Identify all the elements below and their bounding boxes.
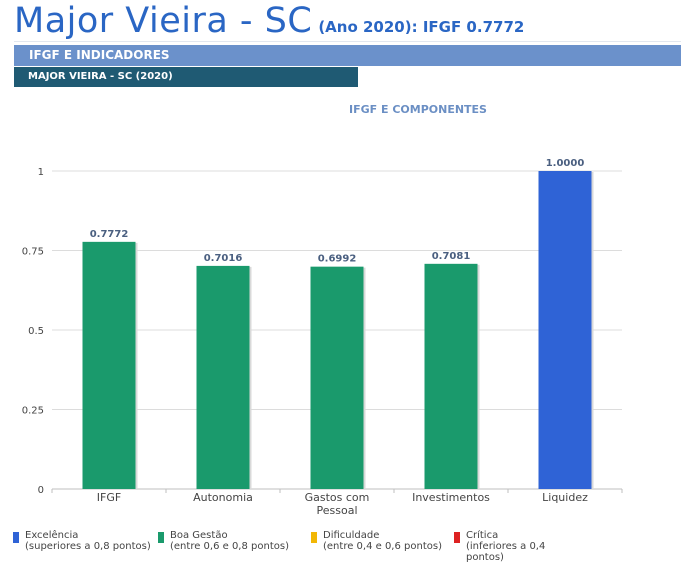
- legend-description: (superiores a 0,8 pontos): [25, 541, 151, 552]
- x-category-label: IFGF: [97, 491, 121, 504]
- x-category-label: Gastos com: [305, 491, 370, 504]
- y-tick-label: 0.75: [22, 247, 44, 258]
- y-tick-label: 1: [38, 167, 44, 178]
- legend-text: Crítica (inferiores a 0,4 pontos): [466, 530, 545, 563]
- legend-text: Dificuldade (entre 0,4 e 0,6 pontos): [323, 530, 442, 552]
- legend-swatch: [311, 532, 317, 543]
- legend-swatch: [454, 532, 460, 543]
- x-category-label: Liquidez: [542, 491, 588, 504]
- chart-legend: Excelência (superiores a 0,8 pontos) Boa G…: [13, 530, 673, 570]
- legend-label: Boa Gestão: [170, 530, 228, 541]
- chart-title: IFGF E COMPONENTES: [349, 103, 487, 116]
- bar-value-label: 0.7016: [204, 253, 243, 264]
- bar-value-label: 0.6992: [318, 254, 357, 265]
- section-header: IFGF E INDICADORES: [14, 45, 681, 66]
- page-title: Major Vieira - SC (Ano 2020): IFGF 0.7772: [14, 1, 524, 41]
- x-category-label: Investimentos: [412, 491, 490, 504]
- legend-label: Dificuldade: [323, 530, 380, 541]
- x-category-label: Pessoal: [317, 504, 358, 517]
- y-tick-label: 0.25: [22, 406, 44, 417]
- legend-text: Boa Gestão (entre 0,6 e 0,8 pontos): [170, 530, 289, 552]
- y-tick-label: 0: [38, 485, 44, 496]
- bar-value-label: 0.7081: [432, 251, 471, 262]
- legend-swatch: [13, 532, 19, 543]
- year-ifgf-summary: (Ano 2020): IFGF 0.7772: [318, 18, 525, 36]
- x-category-label: Autonomia: [193, 491, 253, 504]
- bar: [538, 171, 592, 489]
- legend-label: Crítica: [466, 530, 499, 541]
- bar: [424, 263, 478, 489]
- legend-swatch: [158, 532, 164, 543]
- bar: [310, 266, 364, 489]
- bar: [196, 265, 250, 489]
- legend-description: (entre 0,4 e 0,6 pontos): [323, 541, 442, 552]
- city-name: Major Vieira - SC: [14, 1, 313, 41]
- subsection-header: MAJOR VIEIRA - SC (2020): [14, 67, 358, 87]
- legend-text: Excelência (superiores a 0,8 pontos): [25, 530, 151, 552]
- bar-value-label: 1.0000: [546, 158, 585, 169]
- legend-label: Excelência: [25, 530, 79, 541]
- legend-description: (entre 0,6 e 0,8 pontos): [170, 541, 289, 552]
- legend-description: pontos): [466, 552, 504, 563]
- title-divider: [14, 41, 681, 42]
- bar: [82, 241, 136, 489]
- y-tick-label: 0.5: [28, 326, 44, 337]
- bar-value-label: 0.7772: [90, 229, 129, 240]
- legend-description: (inferiores a 0,4: [466, 541, 546, 552]
